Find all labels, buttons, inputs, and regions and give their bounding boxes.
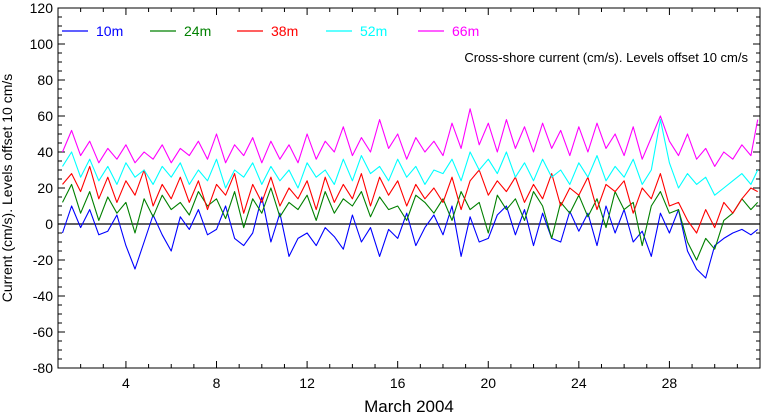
x-axis: 4 8 12 16 20 24 28: [57, 8, 761, 391]
plot-frame: [57, 7, 761, 369]
y-tick-label: 120: [30, 0, 54, 16]
y-tick-label: 60: [37, 108, 53, 124]
y-tick-label: 80: [37, 72, 53, 88]
x-tick-label: 16: [390, 375, 406, 391]
y-tick-label: -40: [33, 288, 53, 304]
x-tick-label: 4: [122, 375, 130, 391]
series-lines: [61, 108, 759, 279]
legend-label: 66m: [452, 23, 479, 39]
legend-label: 10m: [96, 23, 123, 39]
legend-label: 24m: [184, 23, 211, 39]
x-tick-label: 28: [662, 375, 678, 391]
x-tick-label: 24: [571, 375, 587, 391]
y-tick-label: -80: [33, 360, 53, 376]
series-line-66m: [61, 108, 759, 167]
legend-label: 52m: [360, 23, 387, 39]
series-line-10m: [61, 196, 759, 279]
y-axis-title: Current (cm/s). Levels offset 10 cm/s: [0, 74, 15, 302]
x-tick-label: 20: [480, 375, 496, 391]
x-tick-label: 12: [299, 375, 315, 391]
legend: 10m 24m 38m 52m 66m: [62, 23, 479, 39]
y-tick-label: 40: [37, 144, 53, 160]
y-tick-label: 100: [30, 36, 54, 52]
x-tick-label: 8: [213, 375, 221, 391]
y-tick-label: 20: [37, 180, 53, 196]
series-line-24m: [62, 183, 759, 261]
series-line-38m: [62, 165, 758, 234]
x-axis-title: March 2004: [364, 397, 454, 414]
legend-label: 38m: [271, 23, 298, 39]
y-tick-label: 0: [45, 216, 53, 232]
y-tick-label: -60: [33, 324, 53, 340]
chart-annotation: Cross-shore current (cm/s). Levels offse…: [464, 50, 748, 65]
y-tick-label: -20: [33, 252, 53, 268]
y-axis: -80 -60 -40 -20 0 20 40 60 80 100 120: [30, 0, 760, 376]
series-line-52m: [62, 119, 759, 196]
